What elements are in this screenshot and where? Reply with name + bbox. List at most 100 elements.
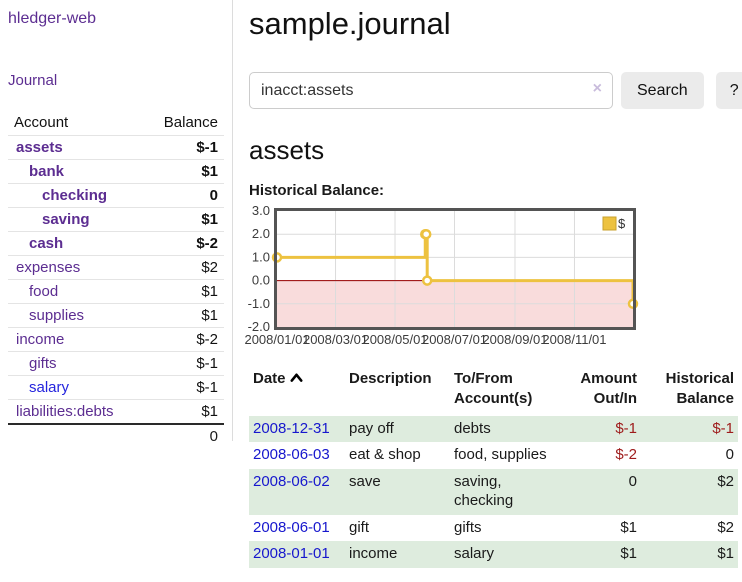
table-row: 2008-12-31 pay off debts $-1 $-1 [249,415,738,443]
svg-text:0.0: 0.0 [252,273,270,288]
sidebar-account-link[interactable]: liabilities:debts [16,403,114,420]
search-row: × Search ? [249,72,742,109]
account-row: salary $-1 [8,375,224,400]
sidebar-account-link[interactable]: assets [16,139,63,156]
register-accounts-cell: food, supplies [454,446,547,464]
register-amount-cell: $-1 [615,419,637,437]
svg-text:-2.0: -2.0 [248,319,270,334]
account-balance: $1 [141,279,224,304]
svg-text:2008/07/01: 2008/07/01 [422,332,487,347]
search-button[interactable]: Search [621,72,704,109]
account-row: income $-2 [8,327,224,352]
main-content: sample.journal × Search ? assets Histori… [233,0,742,568]
sidebar-account-link[interactable]: income [16,331,65,348]
accounts-total-spacer [8,423,142,448]
register-date-link[interactable]: 2008-06-01 [253,518,330,536]
sidebar-account-link[interactable]: checking [42,187,108,204]
data-point-marker [421,275,433,286]
svg-text:2008/03/01: 2008/03/01 [303,332,368,347]
chart-title: Historical Balance: [249,182,385,199]
account-row: liabilities:debts $1 [8,399,224,424]
clear-search-icon[interactable]: × [592,80,602,97]
register-accounts-cell: saving, checking [454,473,514,509]
sidebar-account-link[interactable]: salary [29,379,70,396]
account-balance: $2 [141,255,224,280]
register-description-cell: eat & shop [349,446,421,464]
account-row: expenses $2 [8,255,224,280]
svg-text:2008/11/01: 2008/11/01 [542,332,606,347]
register-date-link[interactable]: 2008-01-01 [253,545,330,563]
svg-text:3.0: 3.0 [252,203,270,218]
sidebar-item-journal[interactable]: Journal [8,72,58,89]
sidebar-account-link[interactable]: expenses [16,259,81,276]
register-amount-cell: $1 [620,518,637,536]
accounts-total-value: 0 [141,423,224,448]
register-date-cell: 2008-06-02 [249,469,345,515]
account-balance: $-2 [141,231,224,256]
accounts-header-row: Account Balance [8,110,224,136]
col-date[interactable]: Date [249,367,345,416]
historical-balance-chart: 3.0 2.0 1.0 0.0 -1.0 -2.0 2008/01/01 2008/03/01… [244,203,742,351]
app-title-link[interactable]: hledger-web [8,10,97,27]
account-row: food $1 [8,279,224,304]
sidebar-account-link[interactable]: food [29,283,59,300]
register-description-cell: save [349,473,381,490]
account-row: gifts $-1 [8,351,224,376]
svg-text:2008/09/01: 2008/09/01 [482,332,547,347]
sort-asc-icon [290,373,303,382]
register-date-link[interactable]: 2008-06-02 [253,473,330,490]
data-point-marker [420,228,432,240]
account-balance: $-1 [141,375,224,400]
col-amount: Amount Out/In [580,370,637,408]
sidebar-account-link[interactable]: saving [42,211,90,228]
chart-svg: 3.0 2.0 1.0 0.0 -1.0 -2.02008/01/012008/03/01… [244,203,639,347]
col-date-label: Date [253,370,286,387]
col-description: Description [349,370,432,387]
svg-text:-1.0: -1.0 [248,296,270,311]
plot-border [274,208,636,330]
sidebar-account-link[interactable]: bank [29,163,65,180]
sidebar-account-link[interactable]: supplies [29,307,85,324]
help-button[interactable]: ? [715,72,742,109]
sidebar-account-link[interactable]: cash [29,235,64,252]
account-row: checking 0 [8,183,224,208]
register-date-cell: 2008-01-01 [249,541,345,568]
register-accounts-cell: debts [454,419,491,437]
accounts-col-balance: Balance [163,114,218,131]
page-title: sample.journal [249,6,451,41]
account-balance: $1 [141,159,224,184]
register-balance-cell: $1 [717,545,734,563]
register-accounts-cell: salary [454,545,495,563]
col-balance: Historical Balance [665,370,734,408]
table-row: 2008-06-02 save saving, checking 0 $2 [249,469,738,515]
search-input[interactable] [249,72,613,109]
sidebar-account-link[interactable]: gifts [29,355,57,372]
legend-label: $ [618,216,626,231]
register-date-link[interactable]: 2008-12-31 [253,419,330,437]
register-amount-cell: 0 [628,473,637,490]
table-row: 2008-06-01 gift gifts $1 $2 [249,515,738,542]
register-balance-cell: 0 [725,446,734,464]
register-description-cell: gift [349,518,370,536]
accounts-table: Account Balance assets $-1 bank $1 checking 0… [8,110,224,448]
legend-swatch [602,216,617,231]
accounts-total-row: 0 [8,423,224,448]
search-box: × [249,72,613,109]
register-date-cell: 2008-06-03 [249,442,345,469]
register-balance-cell: $-1 [712,419,734,437]
register-description-cell: income [349,545,398,563]
account-heading: assets [249,135,325,165]
register-table: Date Description To/From Account(s) Amou… [249,367,738,568]
account-balance: 0 [141,183,224,208]
table-row: 2008-01-01 income salary $1 $1 [249,541,738,568]
account-balance: $-1 [141,135,224,160]
account-row: assets $-1 [8,135,224,160]
register-balance-cell: $2 [717,518,734,536]
register-accounts-cell: gifts [454,518,482,536]
account-balance: $1 [141,207,224,232]
table-row: 2008-06-03 eat & shop food, supplies $-2 0 [249,442,738,469]
register-date-cell: 2008-12-31 [249,416,345,443]
page: hledger-web Journal Account Balance asse… [8,0,742,568]
register-date-link[interactable]: 2008-06-03 [253,446,330,464]
svg-text:2.0: 2.0 [252,226,270,241]
